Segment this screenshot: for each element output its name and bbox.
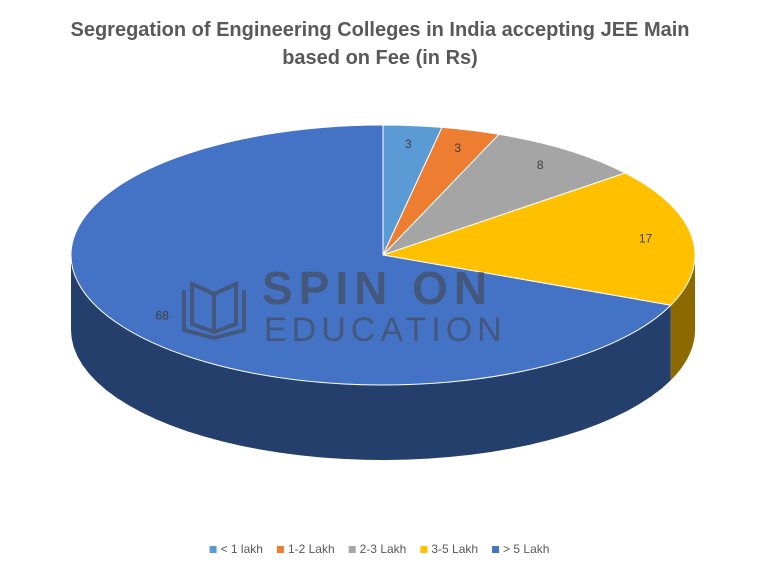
slice-side — [670, 255, 695, 381]
legend-label: 2-3 Lakh — [360, 542, 407, 556]
legend-label: 3-5 Lakh — [431, 542, 478, 556]
legend-swatch — [492, 546, 500, 553]
data-label: 8 — [537, 158, 544, 172]
watermark-text: SPIN ON — [262, 262, 493, 314]
watermark: SPIN ON EDUCATION — [182, 262, 507, 349]
legend-label: 1-2 Lakh — [288, 542, 335, 556]
legend-swatch — [348, 546, 356, 553]
legend-swatch — [276, 546, 284, 553]
title-box: Segregation of Engineering Colleges in I… — [70, 19, 690, 69]
data-label: 3 — [405, 137, 412, 151]
watermark-icon — [182, 280, 246, 341]
legend: < 1 lakh 1-2 Lakh 2-3 Lakh 3-5 Lakh > 5 Lakh — [209, 542, 549, 556]
legend-swatch — [209, 546, 217, 553]
legend-label: > 5 Lakh — [503, 542, 549, 556]
data-label: 3 — [454, 141, 461, 155]
slice — [382, 133, 627, 256]
data-label: 68 — [156, 308, 170, 322]
pie: 3 3 8 17 68 — [70, 124, 696, 460]
legend-label: < 1 lakh — [221, 542, 263, 556]
legend-swatch — [420, 546, 428, 553]
slice — [382, 172, 696, 306]
slice-side — [71, 255, 671, 460]
data-label: 17 — [639, 231, 653, 245]
chart-title: Segregation of Engineering Colleges in I… — [70, 19, 690, 69]
slice — [70, 124, 672, 386]
watermark-text: EDUCATION — [264, 311, 507, 349]
